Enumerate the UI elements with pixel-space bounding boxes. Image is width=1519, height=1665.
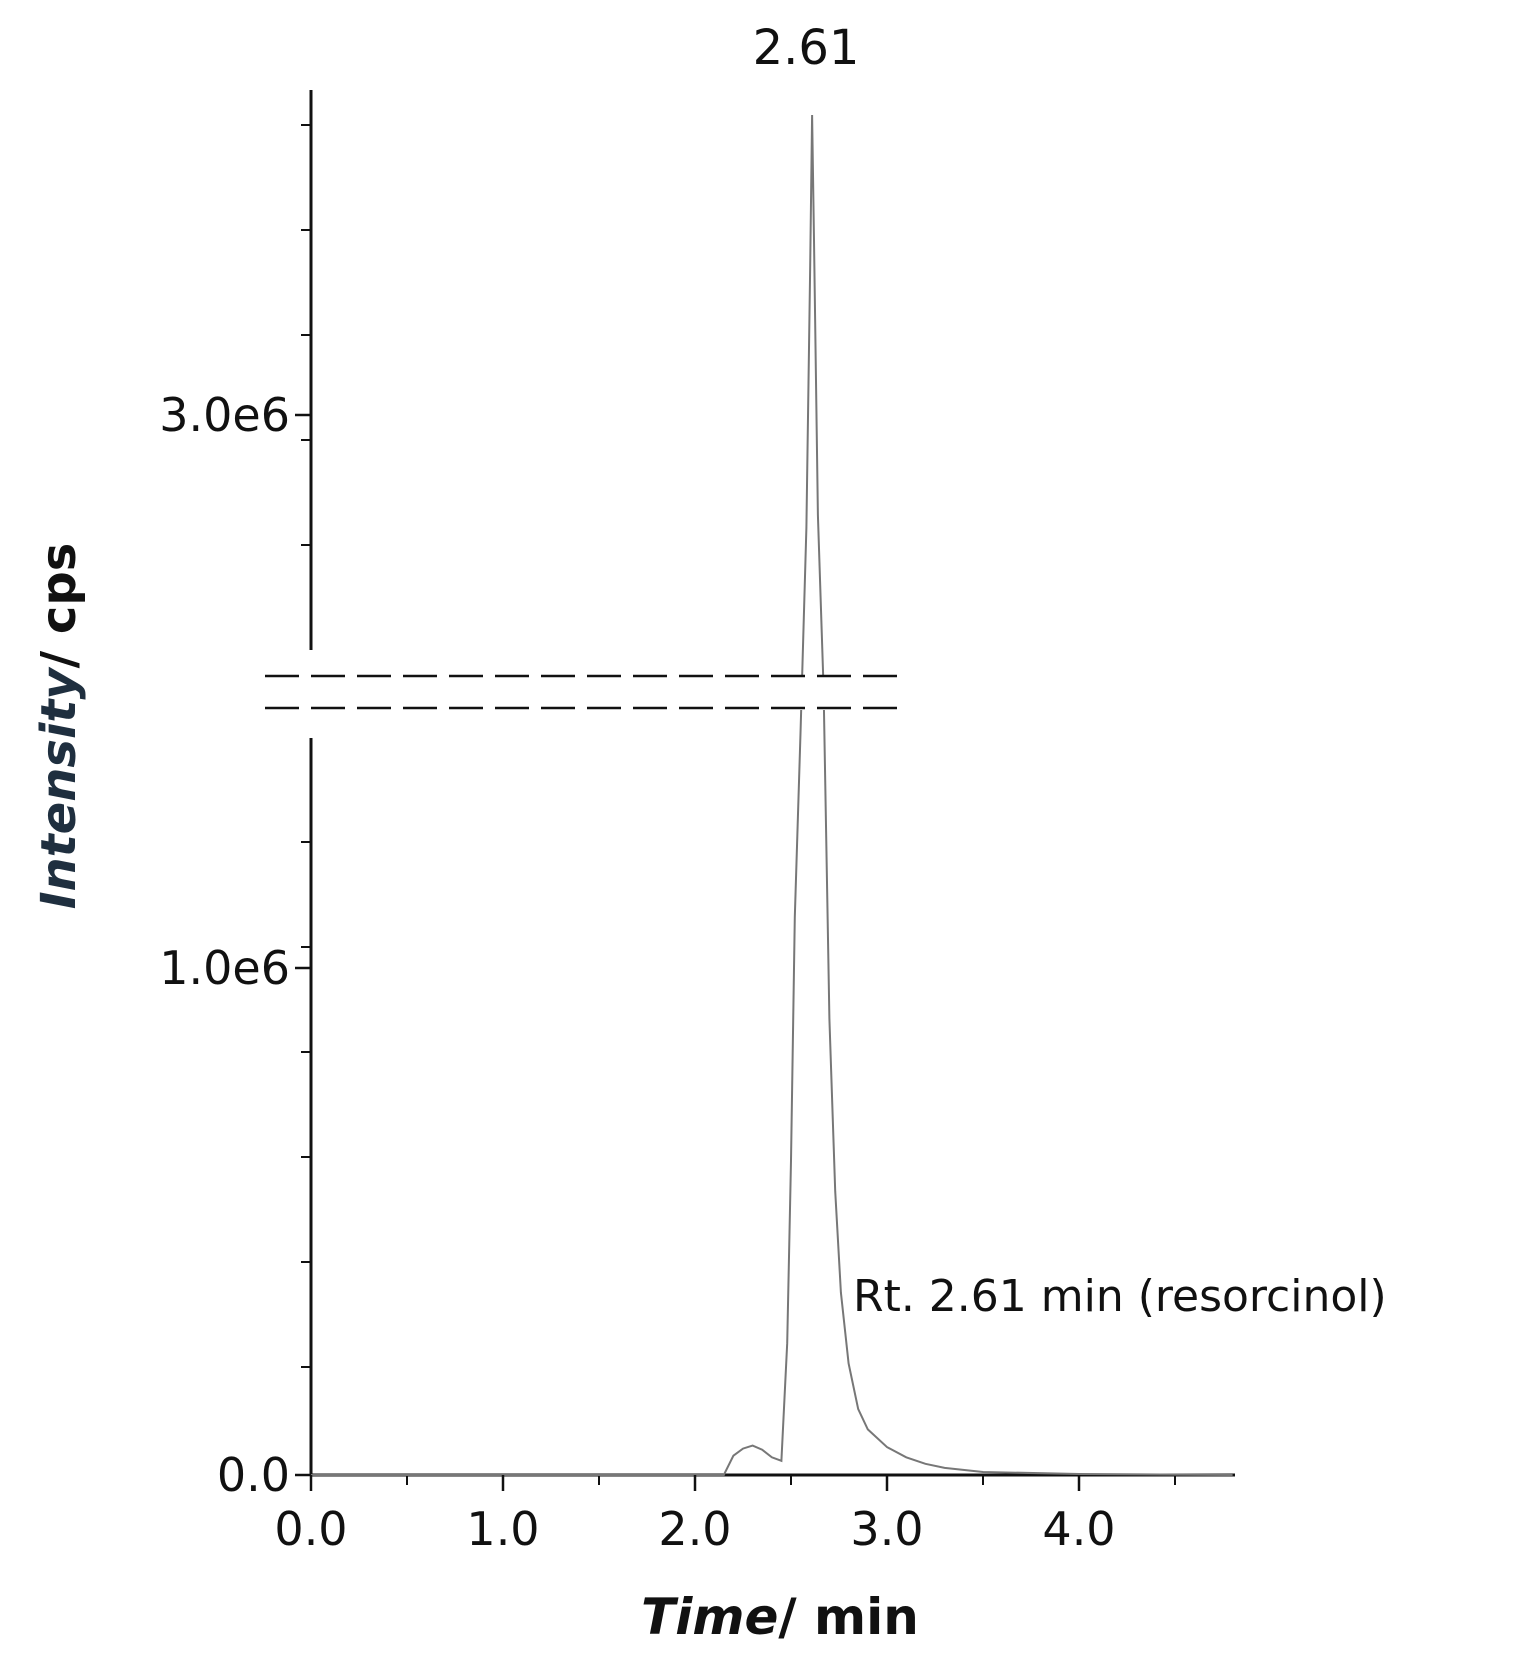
y-axis-title: Intensity/ cps (31, 543, 87, 910)
x-axis-title: Time/ min (641, 1588, 919, 1646)
x-axis-title-italic: Time (641, 1588, 778, 1646)
x-tick-labels: 0.0 1.0 2.0 3.0 4.0 (274, 1475, 1116, 1556)
compound-annotation: Rt. 2.61 min (resorcinol) (853, 1271, 1387, 1322)
x-tick-label: 1.0 (466, 1502, 539, 1556)
y-axis-title-unit: / cps (31, 543, 87, 669)
x-tick-label: 0.0 (274, 1502, 347, 1556)
x-tick-label: 4.0 (1042, 1502, 1115, 1556)
y-tick-label: 0.0 (217, 1448, 290, 1502)
peak-label: 2.61 (753, 20, 860, 76)
axis-break-gap (262, 676, 902, 710)
y-axis-title-italic: Intensity (31, 667, 87, 910)
series-line (311, 114, 1233, 1476)
y-tick-labels: 0.0 1.0e6 3.0e6 (159, 388, 311, 1502)
axis-break-marker (262, 674, 902, 710)
x-tick-label: 3.0 (850, 1502, 923, 1556)
y-tick-label: 1.0e6 (159, 941, 290, 995)
y-minor-ticks (301, 124, 311, 1368)
x-axis-title-unit: / min (778, 1588, 919, 1646)
y-tick-label: 3.0e6 (159, 388, 290, 442)
x-tick-label: 2.0 (658, 1502, 731, 1556)
